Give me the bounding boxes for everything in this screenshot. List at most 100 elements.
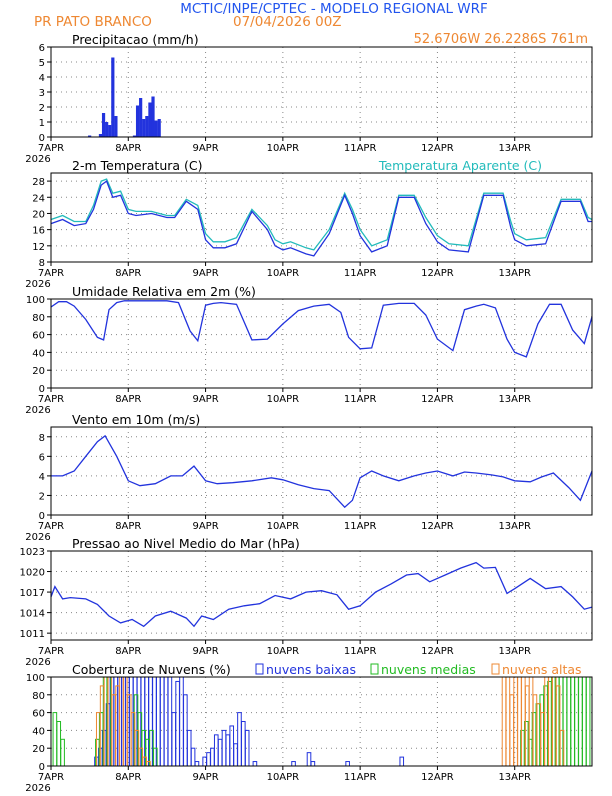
bar-series-3: [95, 676, 565, 767]
bar: [252, 761, 258, 767]
y-tick-label: 20: [32, 209, 45, 220]
x-tick-label: 12APR: [421, 772, 454, 783]
bar: [291, 761, 296, 767]
x-tick-label: 9APR: [192, 268, 218, 279]
panel-frame: [50, 172, 593, 263]
y-tick-label: 2: [39, 103, 45, 114]
x-tick-label: 10APR: [267, 646, 300, 657]
series-line-1: [50, 561, 593, 628]
bar: [132, 135, 137, 137]
legend-label: nuvens medias: [381, 662, 476, 677]
y-tick-label: 1023: [20, 547, 45, 558]
y-tick-label: 40: [32, 348, 45, 359]
bar: [105, 122, 109, 137]
y-tick-label: 0: [39, 133, 45, 144]
bar: [190, 747, 196, 767]
panel-frame: [50, 550, 593, 641]
bar: [229, 725, 235, 767]
x-tick-label: 9APR: [192, 143, 218, 154]
bar: [186, 729, 192, 767]
bar: [310, 761, 316, 767]
x-tick-label: 13APR: [498, 394, 531, 405]
x-tick-label: 9APR: [192, 394, 218, 405]
y-tick-label: 12: [32, 242, 45, 253]
x-tick-label: 13APR: [498, 521, 531, 532]
bar: [202, 756, 207, 767]
x-tick-label: 12APR: [421, 268, 454, 279]
bar: [578, 676, 583, 767]
y-tick-label: 1017: [20, 588, 45, 599]
y-tick-label: 3: [39, 88, 45, 99]
y-tick-label: 1020: [20, 568, 45, 579]
y-tick-label: 1014: [20, 609, 45, 620]
header-coordinates: 52.6706W 26.2286S 761m: [414, 32, 588, 47]
x-tick-label: 7APR: [38, 268, 64, 279]
panel-title: Pressao ao Nivel Medio do Mar (hPa): [72, 536, 300, 551]
y-tick-label: 0: [39, 762, 45, 773]
x-tick-label: 10APR: [267, 772, 300, 783]
x-tick-label: 11APR: [344, 521, 377, 532]
x-tick-label: 11APR: [344, 772, 377, 783]
x-tick-label: 12APR: [421, 521, 454, 532]
x-tick-label: 13APR: [498, 268, 531, 279]
bar: [213, 734, 219, 767]
x-tick-label: 10APR: [267, 394, 300, 405]
header-title: MCTIC/INPE/CPTEC - MODELO REGIONAL WRF: [180, 1, 488, 17]
y-tick-label: 1011: [20, 629, 45, 640]
y-tick-label: 20: [32, 366, 45, 377]
bar: [585, 676, 591, 767]
x-tick-label: 13APR: [498, 772, 531, 783]
x-tick-label: 7APR: [38, 772, 64, 783]
bar: [574, 676, 579, 767]
bar: [399, 756, 405, 767]
bar: [505, 676, 511, 767]
bar: [148, 102, 152, 137]
bar: [167, 676, 173, 767]
bar: [501, 676, 507, 767]
x-tick-label: 8APR: [115, 143, 141, 154]
x-year-label: 2026: [25, 783, 50, 792]
bar: [194, 761, 200, 767]
bar: [60, 738, 65, 767]
bar: [88, 135, 92, 137]
x-tick-label: 8APR: [115, 772, 141, 783]
header-location: PR PATO BRANCO: [34, 14, 152, 30]
x-tick-label: 11APR: [344, 394, 377, 405]
y-tick-label: 5: [39, 58, 45, 69]
bar: [159, 676, 165, 767]
panel-frame: [50, 676, 593, 767]
bar: [175, 680, 180, 767]
bar: [221, 729, 227, 767]
bar: [210, 747, 215, 767]
bar-series-1: [88, 57, 161, 137]
panel-2: 8 12 16 20 24 28 7APR 8APR 9APR 10APR 11APR 12APR 13…: [25, 158, 593, 290]
bar: [135, 105, 140, 137]
panel-6: 0 20 40 60 80 100 7APR 8APR 9APR 10APR 11APR 12APR 1…: [25, 662, 593, 794]
x-tick-label: 11APR: [344, 268, 377, 279]
y-tick-label: 8: [39, 433, 45, 444]
panel-3: 0 20 40 60 80 100 7APR 8APR 9APR 10APR 11APR 12APR 1…: [25, 284, 593, 416]
bar: [52, 712, 58, 767]
bar: [179, 676, 184, 767]
series-line-1: [51, 434, 593, 509]
header-run-time: 07/04/2026 00Z: [233, 14, 342, 30]
x-tick-label: 8APR: [115, 521, 141, 532]
series-line-2: [50, 180, 592, 257]
y-tick-label: 24: [32, 193, 45, 204]
bar: [108, 125, 112, 137]
bar: [163, 676, 169, 767]
x-tick-label: 12APR: [421, 646, 454, 657]
y-tick-label: 28: [32, 177, 45, 188]
bar: [225, 734, 231, 767]
legend-label: nuvens altas: [502, 662, 582, 677]
bar: [217, 738, 223, 767]
bar: [139, 98, 143, 137]
legend-swatch: [255, 663, 264, 675]
bar: [142, 119, 146, 137]
x-tick-label: 10APR: [267, 521, 300, 532]
x-year-label: 2026: [25, 154, 50, 165]
bar: [241, 721, 246, 767]
